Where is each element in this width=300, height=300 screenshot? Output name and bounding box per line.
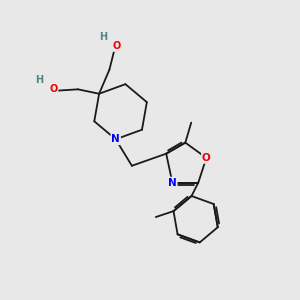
Text: O: O xyxy=(202,153,211,163)
Text: H: H xyxy=(99,32,107,42)
Text: N: N xyxy=(111,134,120,144)
Text: O: O xyxy=(113,41,121,51)
Text: O: O xyxy=(50,84,58,94)
Text: H: H xyxy=(35,75,43,85)
Text: N: N xyxy=(168,178,177,188)
